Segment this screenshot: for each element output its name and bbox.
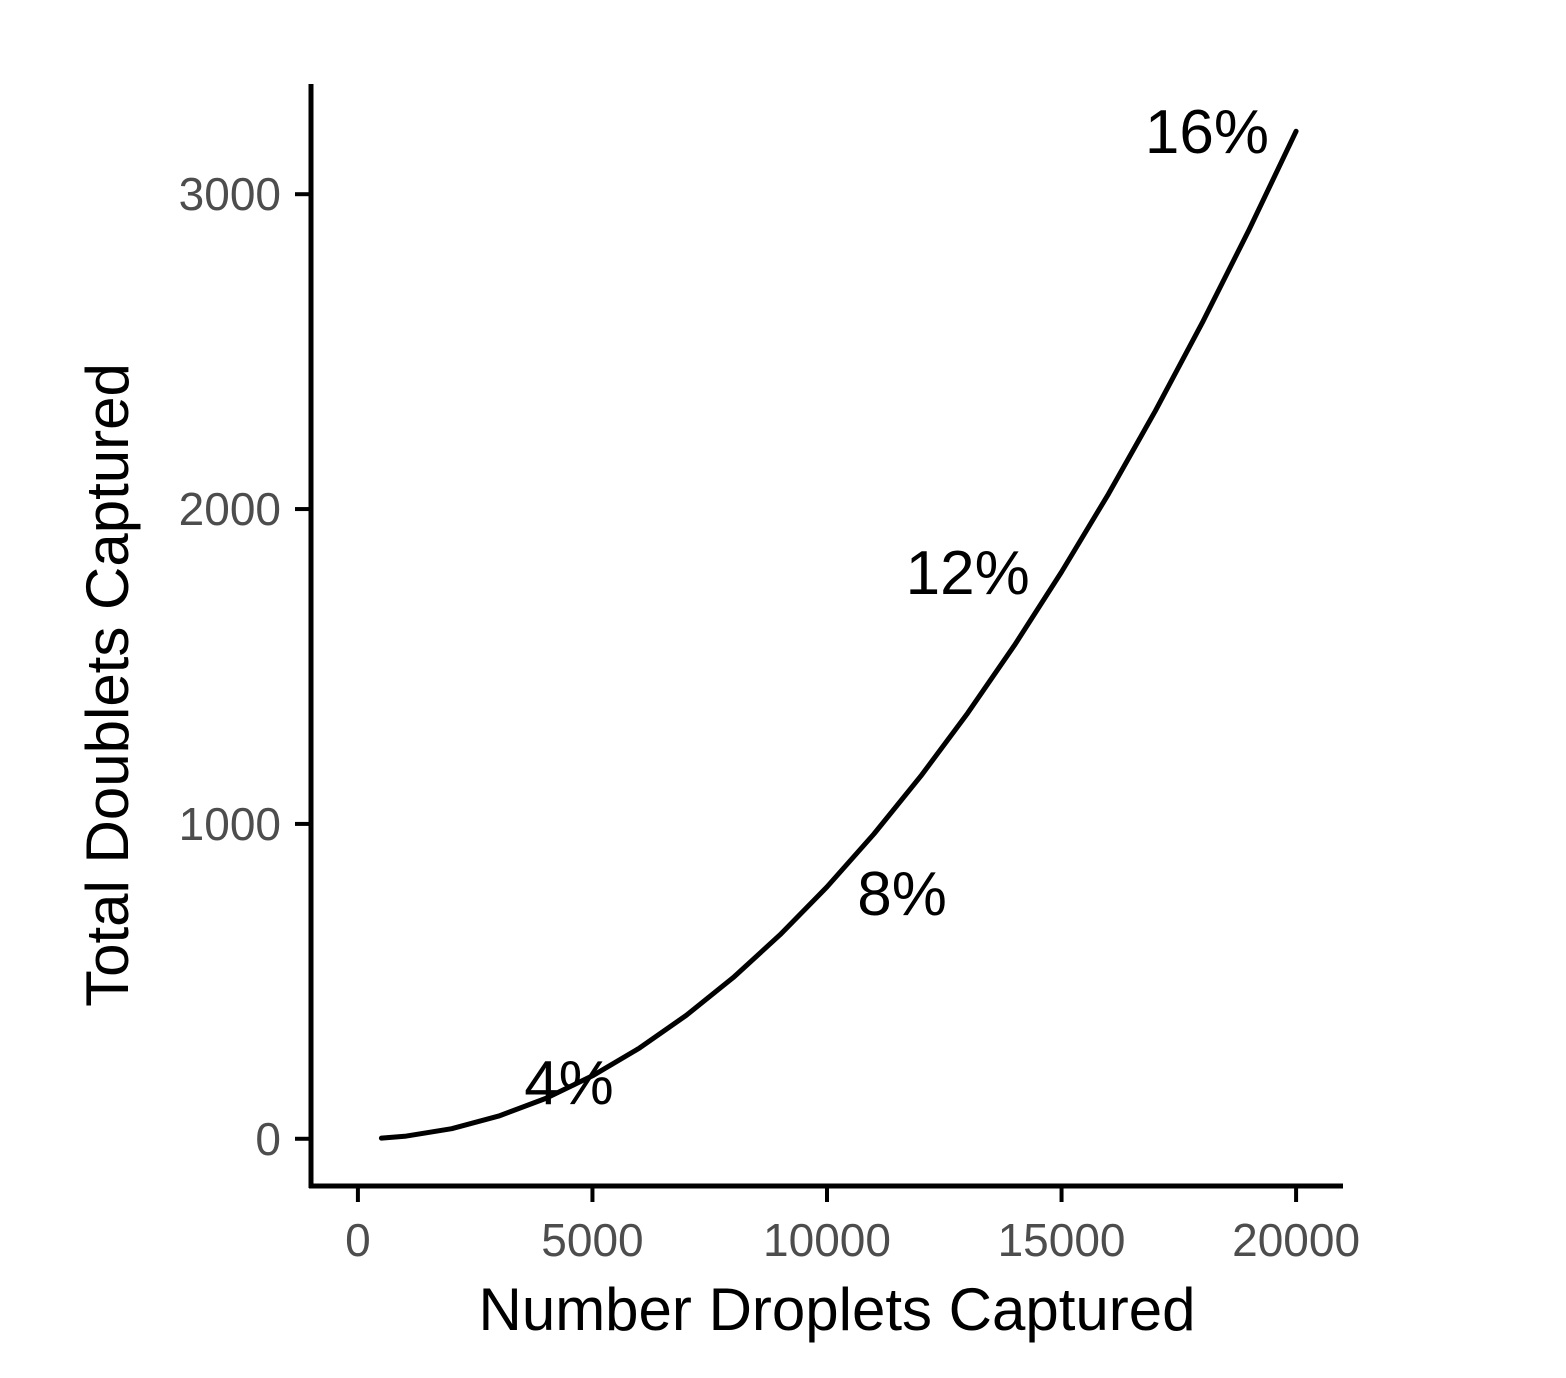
doublet-curve bbox=[378, 128, 1299, 1141]
percentage-label: 8% bbox=[857, 860, 947, 929]
y-tick-label: 0 bbox=[255, 1113, 281, 1165]
percentage-annotations: 4% 8% 12% 16% bbox=[524, 98, 1269, 1118]
x-tick-label: 10000 bbox=[763, 1214, 891, 1266]
y-axis-ticks: 0 1000 2000 3000 bbox=[179, 168, 311, 1165]
y-tick-label: 2000 bbox=[179, 483, 281, 535]
x-axis-ticks: 0 5000 10000 15000 20000 bbox=[345, 1186, 1360, 1266]
percentage-label: 16% bbox=[1145, 98, 1269, 167]
y-tick-label: 3000 bbox=[179, 168, 281, 220]
x-tick-label: 5000 bbox=[541, 1214, 643, 1266]
x-tick-label: 15000 bbox=[998, 1214, 1126, 1266]
x-axis-title: Number Droplets Captured bbox=[479, 1276, 1196, 1343]
y-tick-label: 1000 bbox=[179, 798, 281, 850]
percentage-label: 4% bbox=[524, 1049, 614, 1118]
y-axis-title: Total Doublets Captured bbox=[74, 363, 141, 1007]
axes bbox=[308, 84, 1343, 1189]
x-tick-label: 0 bbox=[345, 1214, 371, 1266]
x-tick-label: 20000 bbox=[1232, 1214, 1360, 1266]
percentage-label: 12% bbox=[906, 539, 1030, 608]
